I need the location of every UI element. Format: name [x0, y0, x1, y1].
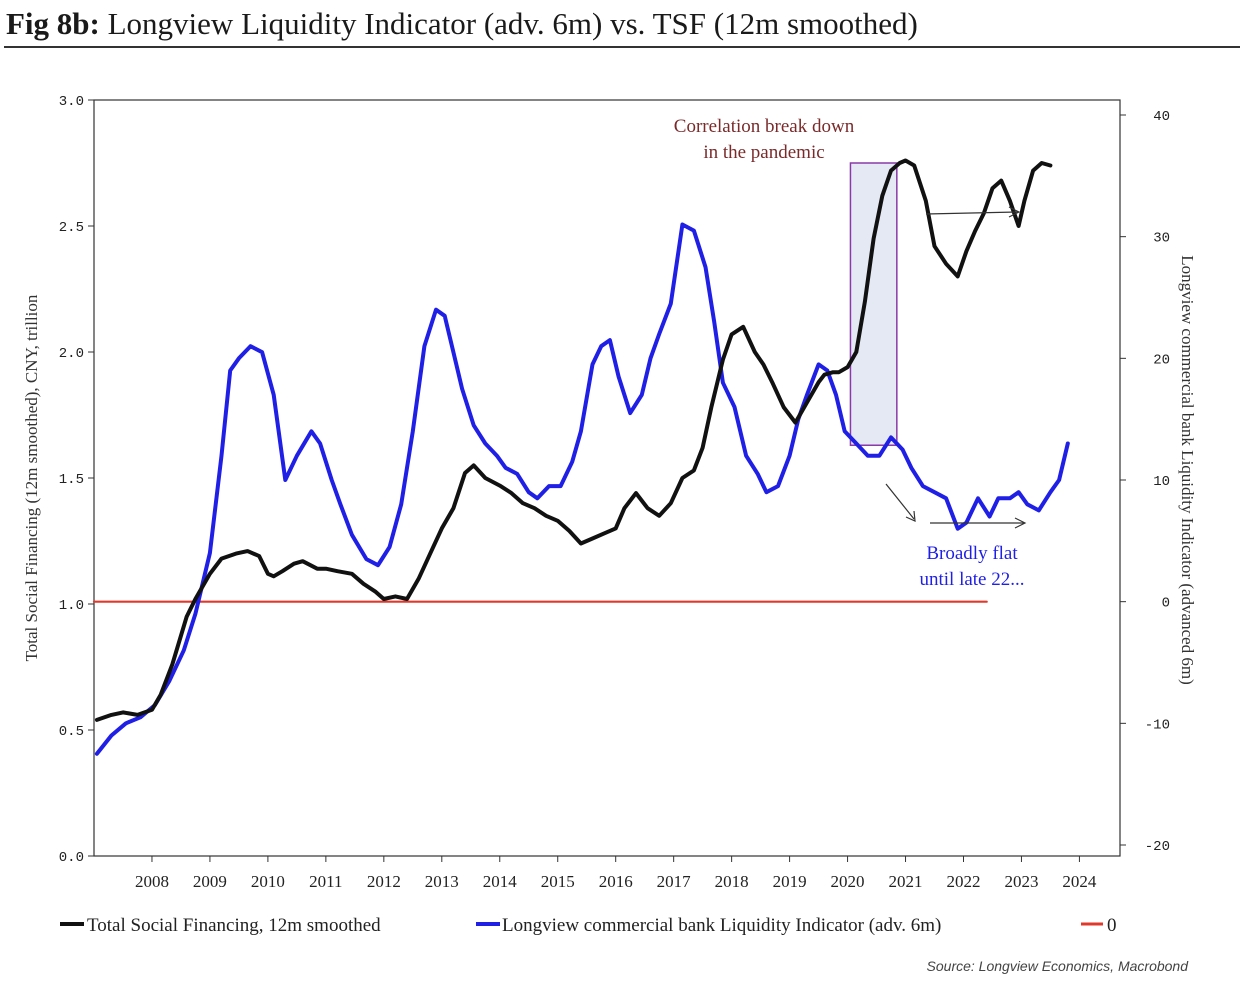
left-axis-label: Total Social Financing (12m smoothed), C… [22, 294, 41, 661]
x-tick-label: 2018 [715, 872, 749, 891]
right-tick-label: -20 [1145, 839, 1170, 855]
x-tick-label: 2009 [193, 872, 227, 891]
legend-label-tsf: Total Social Financing, 12m smoothed [87, 915, 381, 936]
left-tick-label: 0.5 [59, 724, 84, 740]
pandemic-shaded-box [849, 162, 898, 446]
annotation-flat-line2: until late 22... [919, 569, 1024, 590]
x-tick-label: 2021 [889, 872, 923, 891]
legend-label-zero: 0 [1107, 915, 1117, 936]
x-tick-label: 2023 [1004, 872, 1038, 891]
annotation-correlation-line2: in the pandemic [703, 142, 824, 163]
arrow-tsf-flat-head [1008, 206, 1021, 218]
annotation-correlation-line1: Correlation break down [674, 116, 855, 137]
x-tick-label: 2008 [135, 872, 169, 891]
left-axis: 0.0 0.5 1.0 1.5 2.0 2.5 3.0 [59, 94, 94, 866]
x-tick-label: 2014 [483, 872, 518, 891]
left-tick-label: 0.0 [59, 850, 84, 866]
right-tick-label: 30 [1153, 231, 1170, 247]
tsf-series-line [94, 158, 1053, 722]
x-tick-label: 2020 [831, 872, 865, 891]
annotation-flat-line1: Broadly flat [926, 543, 1018, 564]
x-tick-label: 2019 [773, 872, 807, 891]
right-tick-label: -10 [1145, 717, 1170, 733]
x-axis: 2008 2009 2010 2011 2012 2013 2014 2015 2016 2017… [135, 856, 1097, 891]
right-tick-label: 20 [1153, 352, 1170, 368]
legend: Total Social Financing, 12m smoothed Lon… [60, 915, 1117, 936]
right-axis: -20 -10 0 10 20 30 40 [1120, 109, 1170, 855]
annotation-arrows [885, 206, 1027, 529]
left-tick-label: 2.5 [59, 220, 84, 236]
x-tick-label: 2011 [309, 872, 342, 891]
figure-number: Fig 8b: [6, 6, 100, 41]
x-tick-label: 2022 [946, 872, 980, 891]
x-tick-label: 2016 [599, 872, 633, 891]
source-note: Source: Longview Economics, Macrobond [927, 958, 1190, 974]
title-divider [4, 46, 1240, 48]
x-tick-label: 2024 [1062, 872, 1097, 891]
arrow-liquidity-down [885, 483, 915, 520]
x-tick-label: 2015 [541, 872, 575, 891]
left-tick-label: 3.0 [59, 94, 84, 110]
arrow-liquidity-down-head [905, 510, 916, 522]
figure-title: Fig 8b: Longview Liquidity Indicator (ad… [6, 6, 918, 42]
right-tick-label: 40 [1153, 109, 1170, 125]
right-axis-label: Longview commercial bank Liquidity Indic… [1178, 255, 1197, 685]
arrow-tsf-flat [925, 211, 1019, 215]
x-tick-label: 2017 [657, 872, 692, 891]
series-layer [92, 158, 1070, 756]
left-tick-label: 1.5 [59, 472, 84, 488]
right-tick-label: 0 [1162, 596, 1170, 612]
x-tick-label: 2013 [425, 872, 459, 891]
liquidity-series-line [94, 222, 1070, 756]
right-tick-label: 10 [1153, 474, 1170, 490]
arrow-liquidity-flat-head [1014, 517, 1027, 529]
figure-title-text: Longview Liquidity Indicator (adv. 6m) v… [99, 6, 918, 41]
x-tick-label: 2010 [251, 872, 285, 891]
x-tick-label: 2012 [367, 872, 401, 891]
legend-label-liquidity: Longview commercial bank Liquidity Indic… [502, 915, 941, 936]
left-tick-label: 1.0 [59, 598, 84, 614]
left-tick-label: 2.0 [59, 346, 84, 362]
